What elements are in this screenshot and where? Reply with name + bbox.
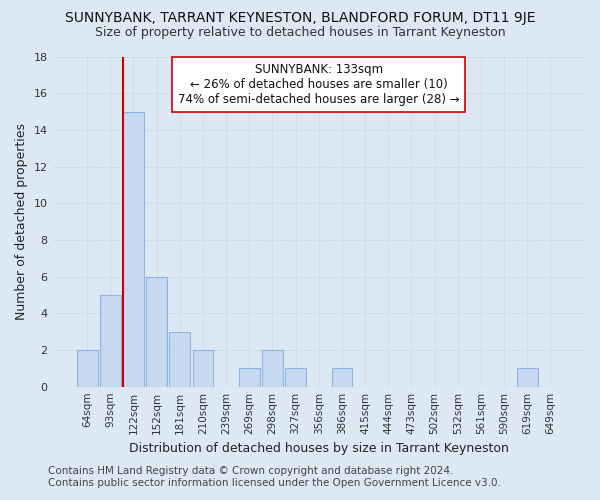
Bar: [123, 112, 144, 386]
Text: Contains HM Land Registry data © Crown copyright and database right 2024.
Contai: Contains HM Land Registry data © Crown c…: [48, 466, 501, 487]
Bar: [332, 368, 352, 386]
Bar: [239, 368, 260, 386]
Text: SUNNYBANK: 133sqm
← 26% of detached houses are smaller (10)
74% of semi-detached: SUNNYBANK: 133sqm ← 26% of detached hous…: [178, 63, 460, 106]
Bar: [193, 350, 214, 387]
X-axis label: Distribution of detached houses by size in Tarrant Keyneston: Distribution of detached houses by size …: [129, 442, 509, 455]
Y-axis label: Number of detached properties: Number of detached properties: [15, 123, 28, 320]
Bar: [169, 332, 190, 386]
Bar: [100, 295, 121, 386]
Bar: [262, 350, 283, 387]
Text: Size of property relative to detached houses in Tarrant Keyneston: Size of property relative to detached ho…: [95, 26, 505, 39]
Bar: [285, 368, 306, 386]
Bar: [146, 276, 167, 386]
Text: SUNNYBANK, TARRANT KEYNESTON, BLANDFORD FORUM, DT11 9JE: SUNNYBANK, TARRANT KEYNESTON, BLANDFORD …: [65, 11, 535, 25]
Bar: [517, 368, 538, 386]
Bar: [77, 350, 98, 387]
